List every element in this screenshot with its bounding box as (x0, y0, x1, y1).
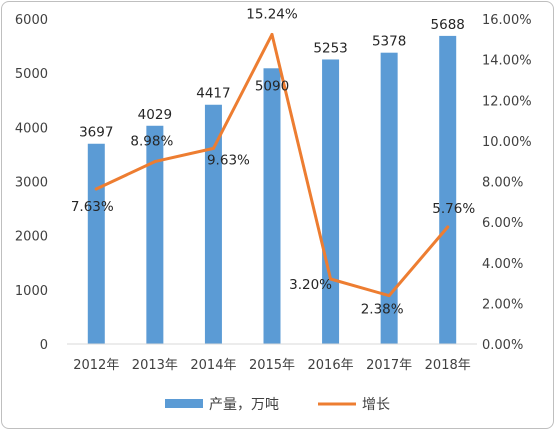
x-tick-label: 2012年 (73, 358, 119, 373)
bar-2015年 (263, 68, 281, 345)
legend-line-label: 增长 (362, 397, 390, 413)
y-left-tick-label: 0 (40, 338, 48, 353)
y-left-tick-label: 2000 (15, 230, 48, 245)
growth-point-2013年 (153, 160, 157, 164)
bar-2017年 (380, 52, 398, 345)
x-tick-label: 2015年 (249, 358, 295, 373)
legend-bar-swatch (165, 399, 203, 408)
line-series (94, 32, 450, 298)
growth-point-2017年 (387, 294, 391, 298)
y-left-tick-label: 1000 (15, 284, 48, 299)
y-right-tick-label: 2.00% (482, 297, 523, 312)
x-tick-label: 2016年 (308, 358, 354, 373)
y-left-tick-label: 4000 (15, 121, 48, 136)
bar-2018年 (439, 35, 457, 345)
y-right-tick-label: 8.00% (482, 176, 523, 191)
bar-2014年 (204, 104, 222, 344)
x-tick-label: 2017年 (366, 358, 412, 373)
y-left-tick-label: 5000 (15, 67, 48, 82)
y-right-tick-label: 10.00% (482, 135, 532, 150)
bar-series (87, 35, 457, 345)
bar-value-label: 3697 (79, 125, 113, 141)
y-right-tick-label: 6.00% (482, 216, 523, 231)
bar-value-label: 4417 (196, 86, 230, 102)
y-right-tick-label: 16.00% (482, 13, 532, 28)
growth-value-label: 5.76% (432, 201, 475, 217)
growth-value-label: 9.63% (207, 152, 250, 168)
bar-2012年 (87, 143, 105, 344)
y-right-tick-label: 0.00% (482, 338, 523, 353)
y-right-tick-label: 14.00% (482, 54, 532, 69)
y-left-tick-label: 3000 (15, 176, 48, 191)
growth-value-label: 2.38% (361, 302, 404, 318)
legend: 产量，万吨 增长 (165, 397, 390, 413)
growth-point-2012年 (94, 187, 98, 191)
x-tick-label: 2013年 (132, 358, 178, 373)
growth-point-2018年 (446, 225, 450, 229)
bar-value-label: 5090 (255, 78, 289, 94)
data-labels: 3697 4029 4417 5090 5253 5378 5688 7.63% 8.98% 9.… (71, 6, 475, 317)
growth-point-2015年 (270, 32, 274, 36)
y-right-tick-label: 4.00% (482, 257, 523, 272)
y-left-tick-label: 6000 (15, 13, 48, 28)
growth-value-label: 15.24% (246, 6, 298, 22)
legend-bar-label: 产量，万吨 (209, 397, 279, 413)
axes: 2012年 2013年 2014年 2015年 2016年 2017年 2018年 0 1000… (15, 13, 532, 373)
x-tick-label: 2018年 (425, 358, 471, 373)
bar-2013年 (146, 125, 164, 344)
growth-point-2014年 (211, 146, 215, 150)
bar-value-label: 5253 (313, 40, 347, 56)
y-right-tick-label: 12.00% (482, 94, 532, 109)
bar-value-label: 5688 (431, 17, 465, 33)
bar-value-label: 4029 (138, 107, 172, 123)
growth-point-2016年 (329, 277, 333, 281)
growth-value-label: 8.98% (130, 134, 173, 150)
growth-value-label: 7.63% (71, 199, 114, 215)
growth-value-label: 3.20% (289, 277, 332, 293)
bar-2016年 (322, 59, 340, 345)
bar-value-label: 5378 (372, 34, 406, 50)
x-tick-label: 2014年 (190, 358, 236, 373)
